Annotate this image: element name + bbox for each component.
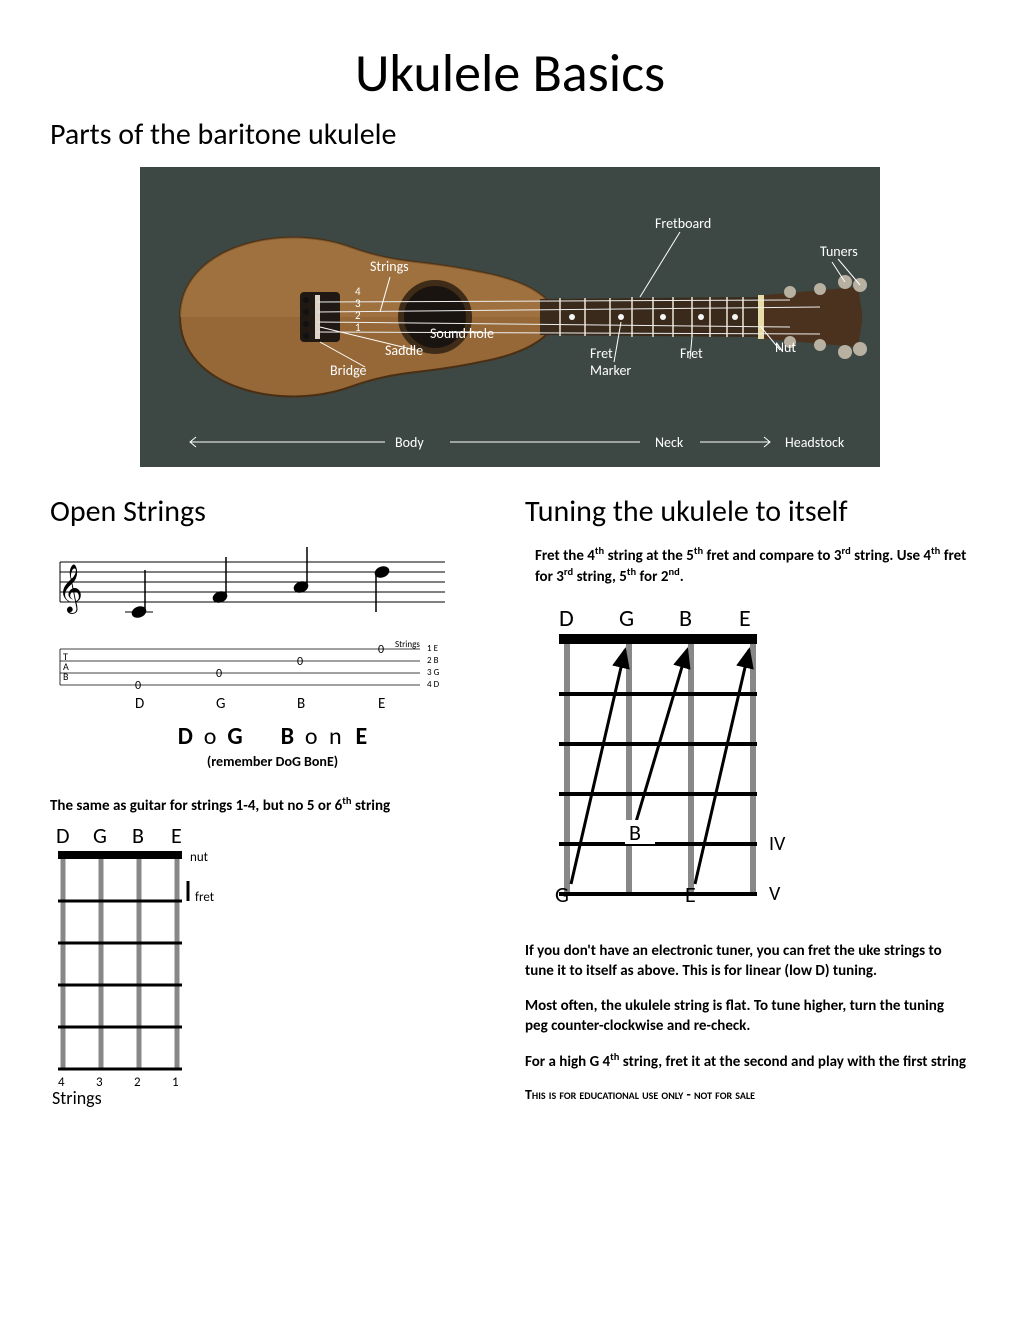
svg-text:B: B (297, 695, 305, 713)
disclaimer: This is for educational use only - not f… (525, 1086, 970, 1103)
svg-text:D: D (135, 695, 144, 713)
svg-text:0: 0 (297, 655, 303, 669)
label-strings: Strings (370, 258, 409, 275)
svg-text:E: E (378, 695, 385, 713)
small-fretboard-diagram: D G B E (50, 821, 240, 1116)
label-nut: Nut (775, 339, 796, 356)
svg-text:B: B (629, 819, 641, 846)
svg-text:IV: IV (769, 832, 786, 856)
label-neck: Neck (655, 434, 683, 451)
label-headstock: Headstock (785, 434, 844, 451)
ukulele-parts-figure: 4 3 2 1 Strings Sound hole Saddle Bridge… (140, 167, 880, 467)
svg-text:fret: fret (195, 890, 215, 905)
tuning-chart: D G B E (537, 602, 970, 917)
svg-text:G: G (555, 881, 569, 908)
label-tuners: Tuners (820, 243, 858, 260)
tuning-section: Tuning the ukulele to itself Fret the 4t… (525, 485, 970, 1116)
svg-text:D: D (56, 822, 70, 849)
mnemonic-remember: (remember DoG BonE) (50, 753, 495, 770)
svg-text:4 D: 4 D (427, 679, 440, 690)
tuning-instruction: Fret the 4th string at the 5th fret and … (525, 544, 970, 586)
svg-text:2: 2 (134, 1075, 141, 1090)
parts-heading: Parts of the baritone ukulele (50, 116, 970, 153)
svg-text:𝄞: 𝄞 (58, 564, 83, 614)
svg-text:nut: nut (190, 850, 209, 865)
svg-text:0: 0 (135, 679, 141, 693)
svg-text:0: 0 (378, 643, 384, 657)
label-saddle: Saddle (385, 342, 423, 359)
svg-text:D: D (559, 604, 574, 633)
svg-text:B: B (63, 670, 69, 683)
open-strings-section: Open Strings 𝄞 (50, 485, 495, 1116)
open-strings-heading: Open Strings (50, 493, 495, 530)
label-fretmarker: FretMarker (590, 345, 631, 379)
guitar-compare-note: The same as guitar for strings 1-4, but … (50, 794, 495, 815)
svg-text:G: G (216, 695, 225, 713)
svg-text:G: G (93, 822, 107, 849)
svg-text:2 B: 2 B (427, 655, 439, 666)
tuning-heading: Tuning the ukulele to itself (525, 493, 970, 530)
svg-text:1 E: 1 E (427, 643, 439, 654)
svg-text:3 G: 3 G (427, 667, 440, 678)
svg-text:Strings: Strings (52, 1087, 102, 1109)
label-body: Body (395, 434, 424, 451)
open-strings-notation: 𝄞 (50, 544, 450, 714)
svg-text:G: G (619, 604, 634, 633)
svg-text:E: E (171, 822, 182, 849)
tuning-p3: For a high G 4th string, fret it at the … (525, 1050, 970, 1072)
mnemonic: D o G B o n E (50, 722, 495, 751)
svg-text:Strings: Strings (395, 639, 420, 650)
tuning-p1: If you don't have an electronic tuner, y… (525, 941, 970, 982)
svg-text:B: B (679, 604, 692, 633)
svg-text:0: 0 (216, 667, 222, 681)
label-fret: Fret (680, 345, 703, 362)
svg-text:1: 1 (172, 1075, 179, 1090)
label-bridge: Bridge (330, 362, 367, 379)
svg-text:B: B (132, 822, 144, 849)
label-fretboard: Fretboard (655, 215, 711, 232)
svg-text:E: E (739, 604, 751, 633)
svg-text:V: V (769, 882, 781, 906)
label-soundhole: Sound hole (430, 325, 494, 342)
tuning-p2: Most often, the ukulele string is flat. … (525, 996, 970, 1037)
page-title: Ukulele Basics (50, 40, 970, 106)
svg-text:E: E (685, 881, 696, 908)
svg-text:1: 1 (355, 321, 361, 334)
